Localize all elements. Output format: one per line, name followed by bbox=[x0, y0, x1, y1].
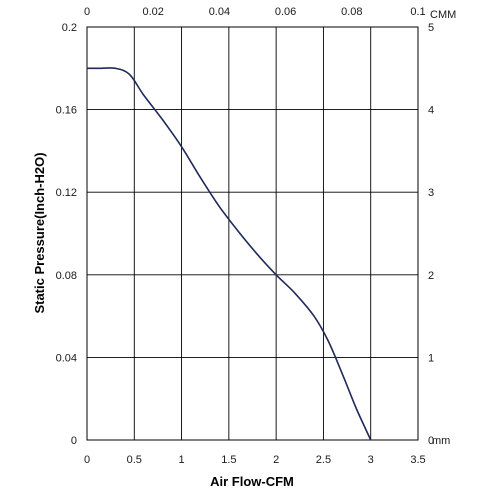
top-tick-label: 0 bbox=[84, 6, 90, 18]
top-tick-label: 0.02 bbox=[142, 6, 163, 18]
y-tick-label: 0.16 bbox=[56, 105, 77, 117]
right-tick-label: 4 bbox=[428, 105, 434, 117]
right-tick-label: 2 bbox=[428, 270, 434, 282]
x-tick-label: 3 bbox=[368, 454, 374, 466]
x-tick-label: 2 bbox=[273, 454, 279, 466]
y-tick-label: 0.08 bbox=[56, 270, 77, 282]
grid-lines bbox=[86, 26, 419, 441]
x-tick-label: 0.5 bbox=[127, 454, 142, 466]
y-axis-title: Static Pressure(Inch-H2O) bbox=[32, 152, 47, 313]
x-tick-label: 0 bbox=[84, 454, 90, 466]
top-tick-label: 0.04 bbox=[209, 6, 230, 18]
x-tick-label: 2.5 bbox=[316, 454, 331, 466]
y-tick-label: 0 bbox=[71, 435, 77, 447]
right-axis-ticks: 0 1 2 3 4 5 bbox=[428, 22, 434, 447]
right-axis-unit: mm bbox=[432, 435, 450, 447]
y-axis-ticks: 0 0.04 0.08 0.12 0.16 0.2 bbox=[56, 22, 77, 447]
x-axis-ticks: 0 0.5 1 1.5 2 2.5 3 3.5 bbox=[84, 454, 426, 466]
y-tick-label: 0.04 bbox=[56, 352, 77, 364]
right-tick-label: 3 bbox=[428, 187, 434, 199]
x-tick-label: 1.5 bbox=[221, 454, 236, 466]
plot-frame bbox=[86, 26, 419, 441]
right-tick-label: 5 bbox=[428, 22, 434, 34]
top-tick-label: 0.06 bbox=[275, 6, 296, 18]
right-tick-label: 1 bbox=[428, 352, 434, 364]
x-tick-label: 1 bbox=[179, 454, 185, 466]
top-axis-unit: CMM bbox=[430, 9, 456, 21]
top-tick-label: 0.1 bbox=[410, 6, 425, 18]
top-tick-label: 0.08 bbox=[341, 6, 362, 18]
y-tick-label: 0.2 bbox=[62, 22, 77, 34]
x-axis-title: Air Flow-CFM bbox=[210, 474, 294, 489]
x-tick-label: 3.5 bbox=[410, 454, 425, 466]
pressure-flow-curve bbox=[86, 67, 372, 441]
y-tick-label: 0.12 bbox=[56, 187, 77, 199]
top-axis-ticks: 0 0.02 0.04 0.06 0.08 0.1 bbox=[84, 6, 426, 18]
right-tick-label: 0 bbox=[428, 435, 434, 447]
